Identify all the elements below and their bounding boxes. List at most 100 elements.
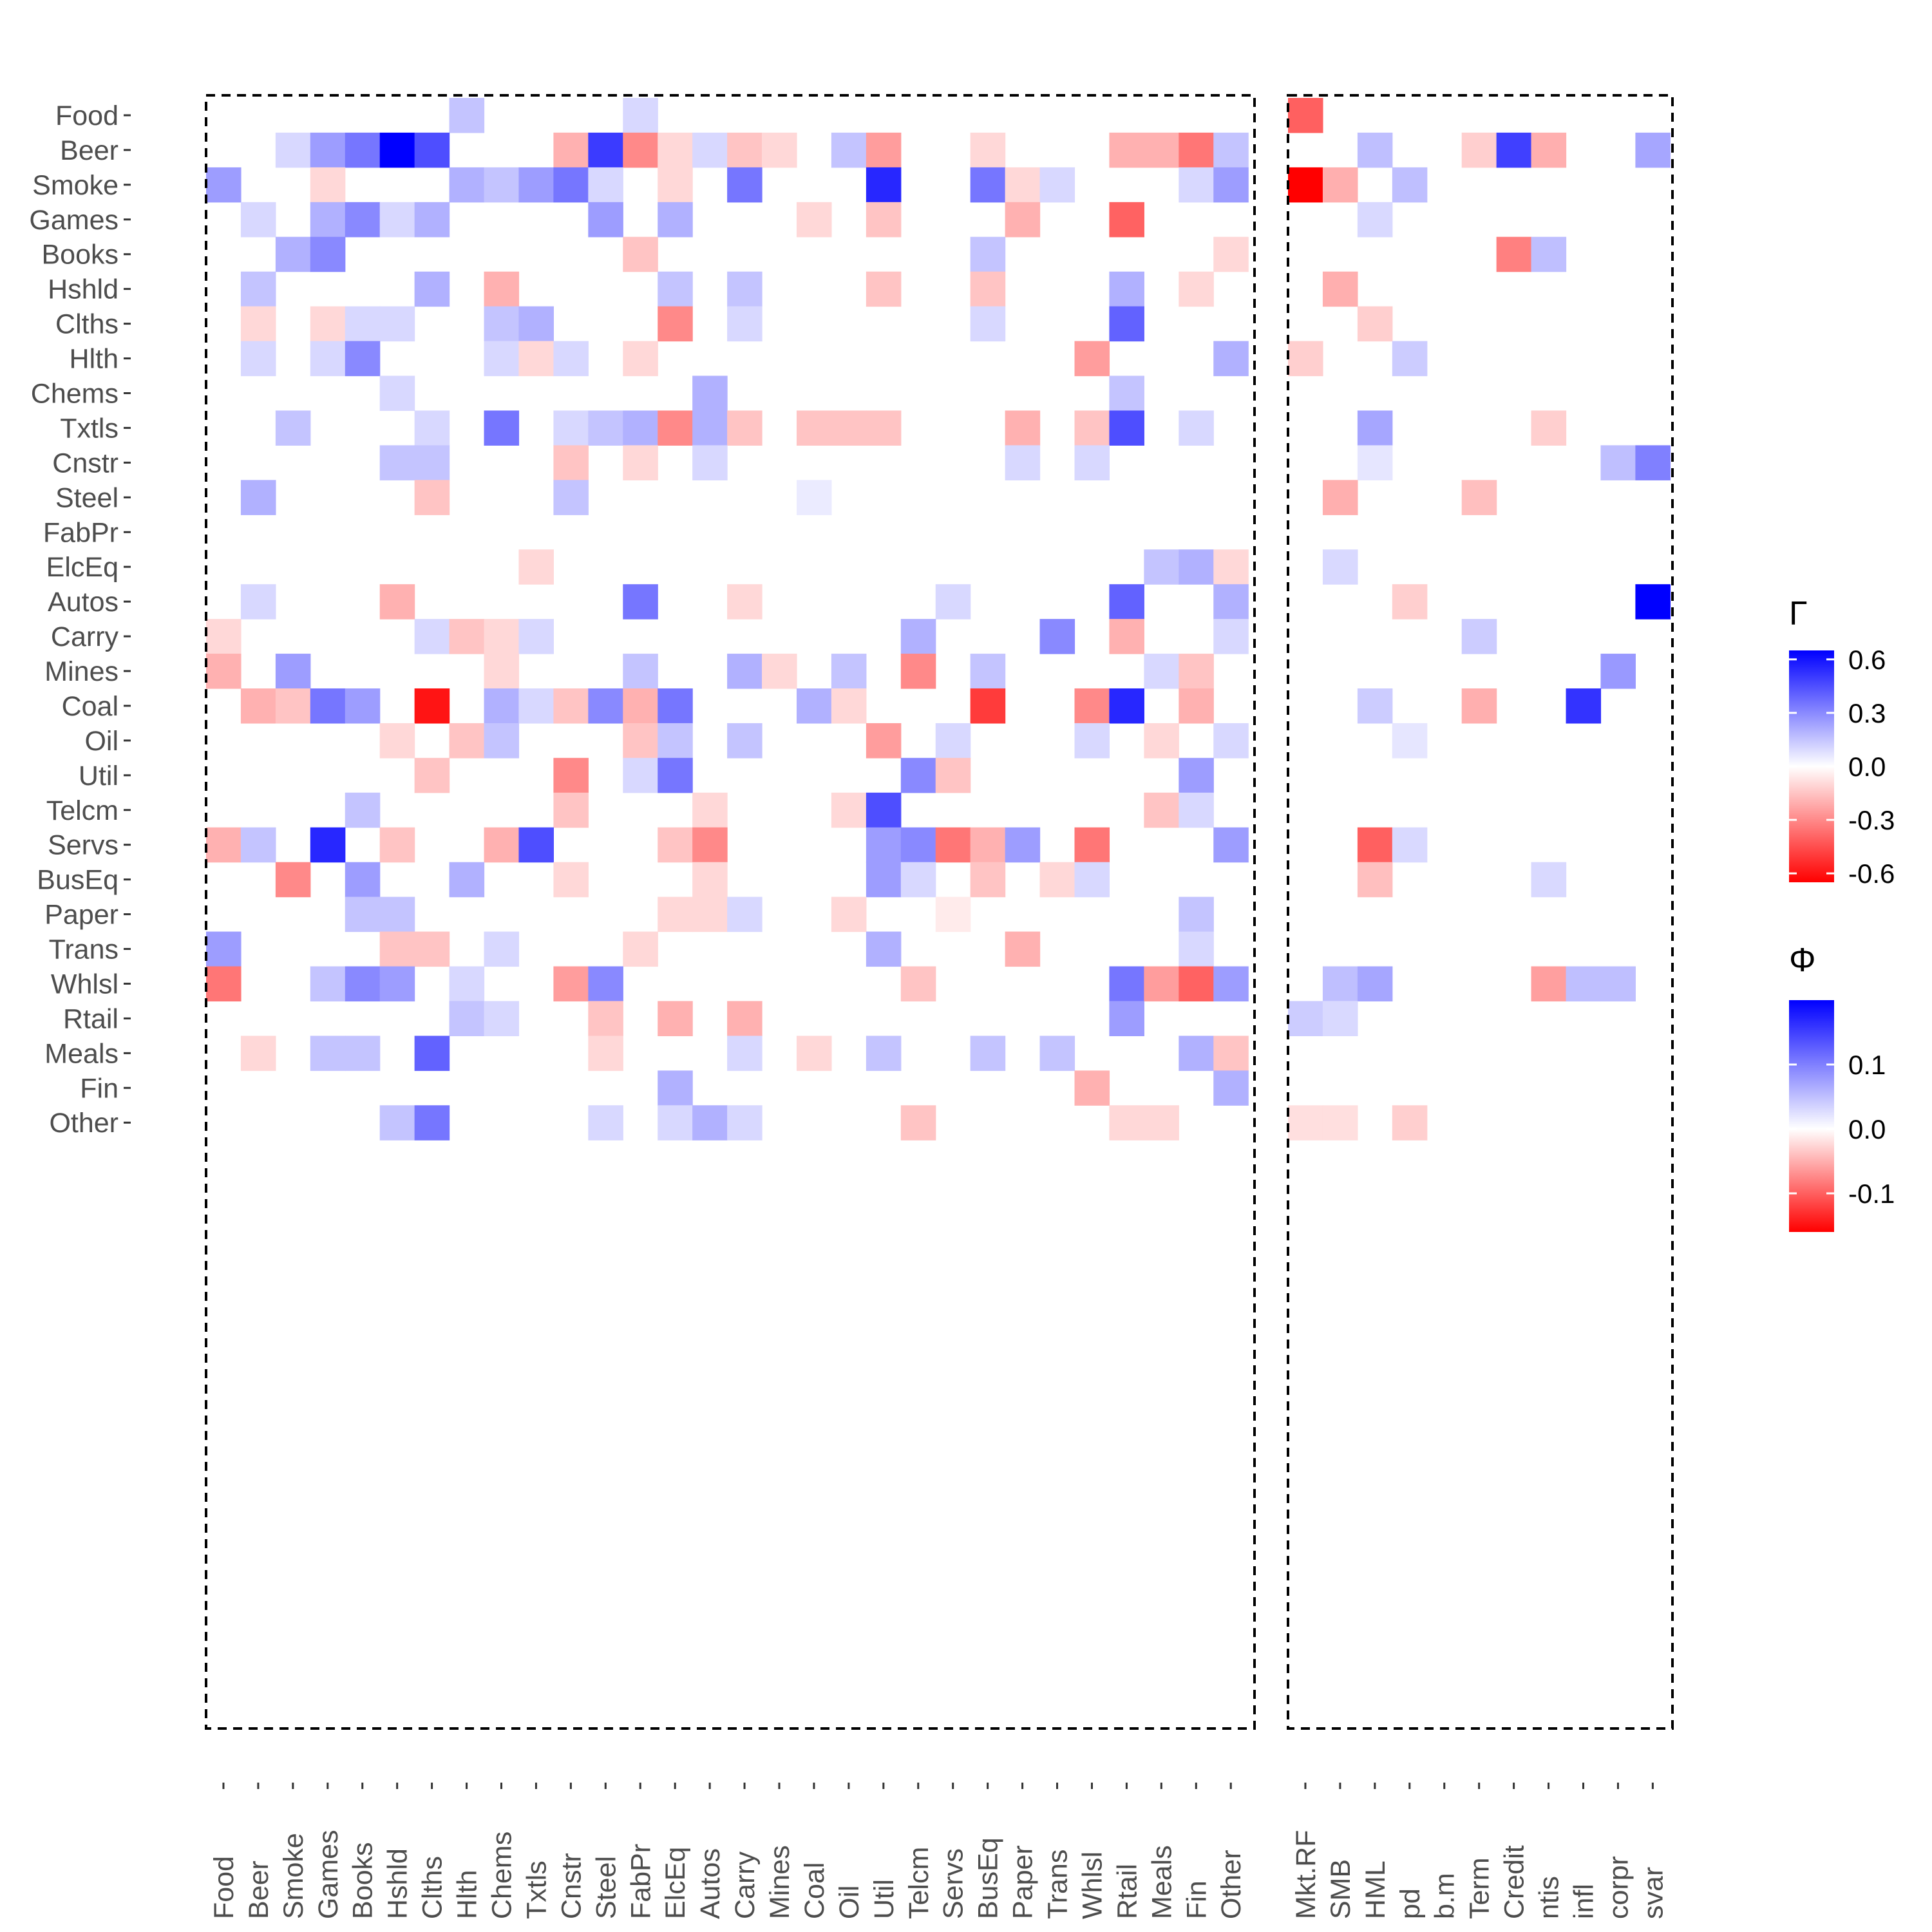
phi-col-label-infl: infl (1569, 1884, 1600, 1919)
gamma-cell-servs-paper (1005, 827, 1041, 863)
gamma-cell-rtail-elceq (658, 1001, 693, 1036)
gamma-cell-cnstr-cnstr (553, 445, 589, 480)
gamma-cell-servs-elceq (658, 827, 693, 863)
gamma-col-label-hlth: Hlth (452, 1870, 483, 1919)
row-label-food: Food (55, 100, 118, 131)
gamma-cell-chems-hshld (379, 375, 415, 412)
gamma-cell-mines-oil (831, 654, 867, 689)
gamma-cell-clths-hshld (379, 306, 415, 342)
row-label-elceq: ElcEq (46, 552, 118, 583)
phi-cell-cnstr-hml (1357, 445, 1393, 480)
gamma-cell-servs-beer (240, 827, 276, 863)
gamma-cell-mines-fin (1179, 654, 1214, 689)
gamma-cell-food-fabpr (623, 98, 658, 133)
gamma-cell-beer-smoke (275, 132, 311, 168)
gamma-legend-title: Γ (1789, 595, 1808, 632)
gamma-cell-cnstr-hshld (379, 445, 415, 480)
gamma-cell-coal-buseq (970, 688, 1006, 724)
gamma-cell-whlsl-books (345, 966, 381, 1002)
gamma-cell-coal-elceq (658, 688, 693, 724)
gamma-cell-autos-carry (727, 584, 762, 620)
phi-cell-hshld-smb (1322, 271, 1358, 307)
row-label-games: Games (29, 205, 118, 236)
gamma-cell-buseq-smoke (275, 862, 311, 898)
gamma-col-label-telcm: Telcm (904, 1847, 934, 1919)
gamma-legend-label: -0.6 (1848, 858, 1895, 889)
gamma-cell-oil-meals (1144, 723, 1179, 759)
gamma-cell-games-util (866, 202, 902, 238)
gamma-col-label-hshld: Hshld (383, 1848, 413, 1919)
gamma-cell-coal-games (310, 688, 346, 724)
gamma-cell-coal-books (345, 688, 381, 724)
gamma-cell-cnstr-clths (414, 445, 450, 480)
phi-cell-other-smb (1322, 1105, 1358, 1141)
gamma-cell-meals-carry (727, 1036, 762, 1071)
phi-legend-label: 0.0 (1848, 1114, 1886, 1144)
gamma-cell-hlth-books (345, 341, 381, 377)
gamma-cell-mines-carry (727, 654, 762, 689)
phi-legend-label: 0.1 (1848, 1050, 1886, 1080)
gamma-cell-games-hshld (379, 202, 415, 238)
gamma-cell-buseq-whlsl (1074, 862, 1110, 898)
gamma-cell-txtls-steel (588, 410, 623, 446)
phi-heatmap (1288, 98, 1671, 1141)
gamma-cell-trans-chems (484, 931, 520, 967)
gamma-cell-telcm-util (866, 792, 902, 828)
gamma-cell-telcm-autos (692, 792, 728, 828)
phi-cell-smoke-smb (1322, 167, 1358, 203)
gamma-cell-autos-beer (240, 584, 276, 620)
gamma-cell-games-books (345, 202, 381, 238)
gamma-col-label-carry: Carry (730, 1851, 761, 1919)
gamma-cell-clths-txtls (518, 306, 554, 342)
gamma-col-label-smoke: Smoke (278, 1833, 309, 1919)
gamma-cell-beer-rtail (1109, 132, 1144, 168)
gamma-cell-coal-fin (1179, 688, 1214, 724)
phi-cell-whlsl-ntis (1531, 966, 1567, 1002)
gamma-col-label-mines: Mines (764, 1845, 795, 1919)
gamma-cell-elceq-txtls (518, 549, 554, 585)
phi-cell-beer-term (1461, 132, 1497, 168)
gamma-cell-smoke-txtls (518, 167, 554, 203)
gamma-cell-oil-hshld (379, 723, 415, 759)
y-axis: Food Beer Smoke Games Books Hshld Clths HlthChe… (29, 100, 131, 1139)
gamma-cell-whlsl-steel (588, 966, 623, 1002)
gamma-cell-trans-paper (1005, 931, 1041, 967)
gamma-col-label-trans: Trans (1043, 1850, 1074, 1919)
gamma-cell-txtls-util (866, 410, 902, 446)
row-label-meals: Meals (44, 1038, 118, 1069)
row-label-carry: Carry (51, 621, 119, 652)
gamma-cell-fin-whlsl (1074, 1070, 1110, 1106)
gamma-cell-servs-buseq (970, 827, 1006, 863)
gamma-cell-rtail-rtail (1109, 1001, 1144, 1036)
gamma-cell-meals-books (345, 1036, 381, 1071)
gamma-cell-coal-coal (796, 688, 832, 724)
gamma-cell-hshld-buseq (970, 271, 1006, 307)
gamma-cell-other-clths (414, 1105, 450, 1141)
x-axis: Food Beer Smoke Games Books Hshld Clths Hlth Che… (209, 1783, 1669, 1919)
gamma-cell-hshld-rtail (1109, 271, 1144, 307)
gamma-cell-txtls-autos (692, 410, 728, 446)
phi-cell-food-mkt-rf (1288, 98, 1323, 133)
gamma-cell-other-meals (1144, 1105, 1179, 1141)
gamma-cell-util-fin (1179, 757, 1214, 793)
gamma-cell-games-steel (588, 202, 623, 238)
gamma-col-label-books: Books (348, 1842, 379, 1919)
gamma-cell-elceq-meals (1144, 549, 1179, 585)
gamma-cell-games-rtail (1109, 202, 1144, 238)
gamma-cell-trans-fabpr (623, 931, 658, 967)
gamma-cell-txtls-cnstr (553, 410, 589, 446)
gamma-cell-servs-hshld (379, 827, 415, 863)
row-label-buseq: BusEq (37, 865, 118, 896)
gamma-cell-steel-beer (240, 480, 276, 515)
gamma-cell-games-clths (414, 202, 450, 238)
phi-legend-title: Φ (1789, 942, 1816, 979)
gamma-cell-hshld-chems (484, 271, 520, 307)
gamma-cell-coal-steel (588, 688, 623, 724)
gamma-cell-games-coal (796, 202, 832, 238)
gamma-cell-paper-servs (935, 896, 971, 933)
gamma-cell-meals-fin (1179, 1036, 1214, 1071)
gamma-cell-books-games (310, 236, 346, 272)
phi-cell-oil-pd (1392, 723, 1428, 759)
gamma-panel-border (205, 94, 1256, 1730)
